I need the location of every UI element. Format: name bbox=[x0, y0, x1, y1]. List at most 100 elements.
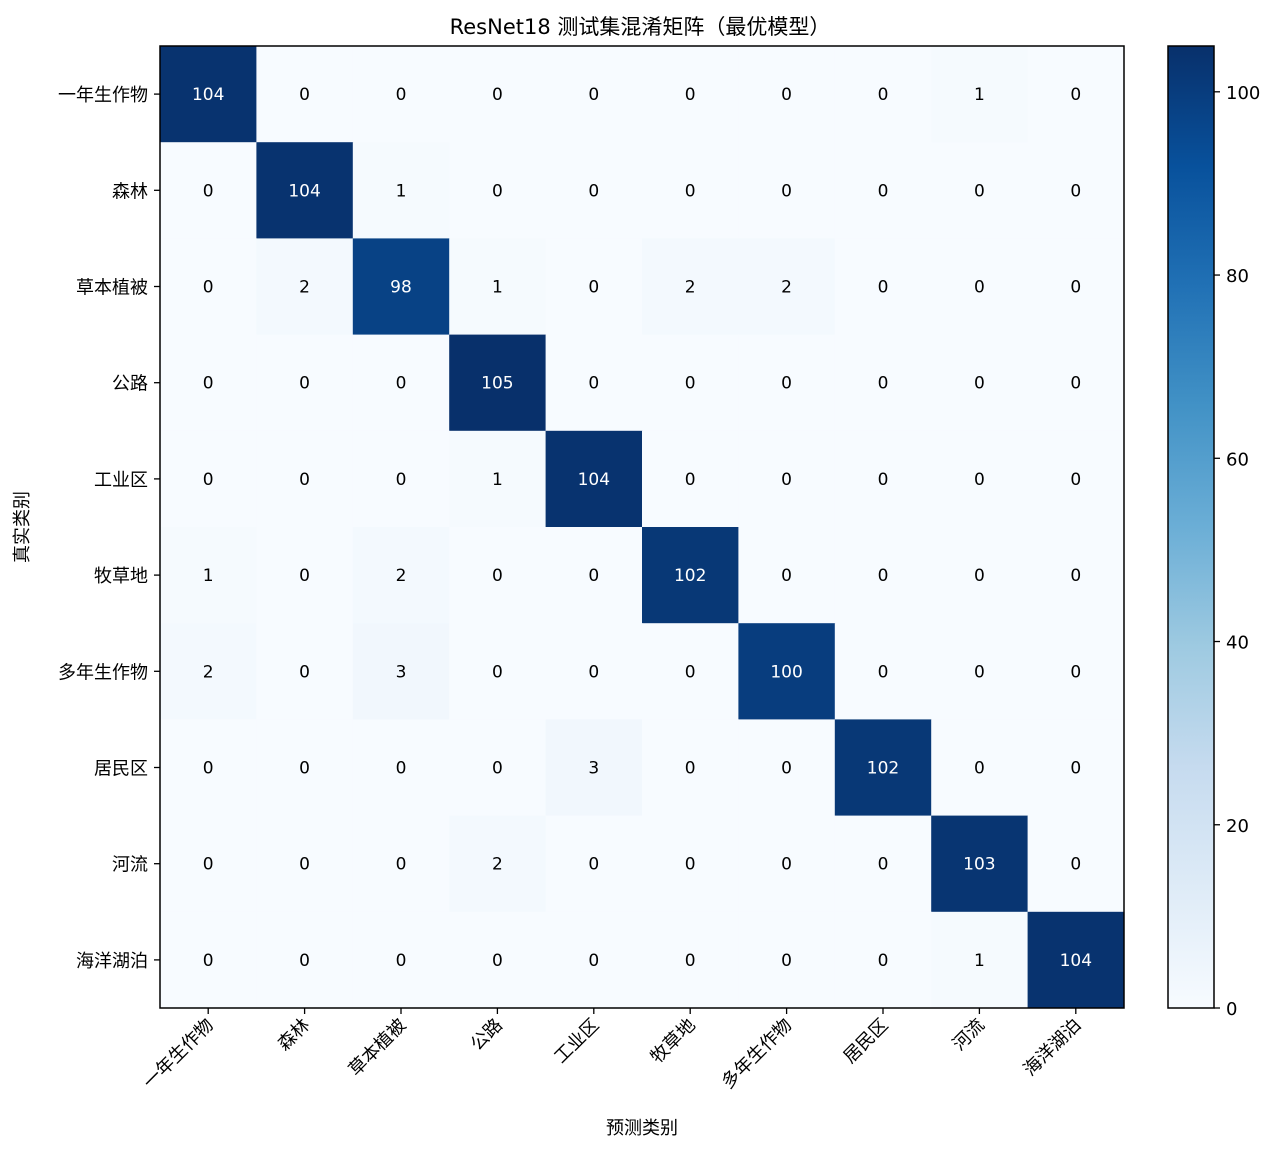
heatmap-cell bbox=[160, 238, 257, 336]
cell-value-label: 0 bbox=[588, 566, 599, 586]
cell-value-label: 0 bbox=[685, 181, 696, 201]
cell-value-label: 0 bbox=[878, 662, 889, 682]
heatmap-cell bbox=[256, 238, 354, 336]
heatmap-cell bbox=[160, 815, 257, 913]
heatmap-cell bbox=[256, 527, 354, 624]
x-tick-label: 多年生作物 bbox=[718, 1015, 796, 1093]
heatmap-cell bbox=[160, 911, 257, 1009]
heatmap-cell bbox=[834, 334, 932, 432]
heatmap-cell bbox=[834, 142, 932, 239]
cell-value-label: 0 bbox=[1070, 662, 1081, 682]
cell-value-label: 0 bbox=[396, 855, 407, 875]
heatmap-cell bbox=[738, 719, 836, 817]
heatmap-cell bbox=[545, 719, 643, 817]
cell-value-label: 0 bbox=[685, 374, 696, 394]
heatmap-cell bbox=[738, 334, 836, 432]
heatmap-cell bbox=[834, 430, 932, 528]
heatmap-cell bbox=[738, 46, 836, 143]
cell-value-label: 2 bbox=[203, 662, 214, 682]
chart-title: ResNet18 测试集混淆矩阵（最优模型） bbox=[450, 15, 831, 39]
heatmap-cell bbox=[931, 815, 1029, 913]
heatmap-cell bbox=[738, 238, 836, 336]
cell-value-label: 0 bbox=[781, 181, 792, 201]
colorbar-ticks: 0 20 40 60 80 100 bbox=[1214, 83, 1260, 1020]
x-axis-label: 预测类别 bbox=[606, 1118, 678, 1139]
cell-value-label: 0 bbox=[203, 374, 214, 394]
cell-value-label: 0 bbox=[492, 662, 503, 682]
cell-value-label: 0 bbox=[203, 855, 214, 875]
heatmap-cell bbox=[256, 334, 354, 432]
heatmap-cell bbox=[931, 623, 1029, 720]
heatmap-cell bbox=[352, 719, 450, 817]
heatmap-cell bbox=[642, 142, 739, 239]
cell-value-label: 0 bbox=[1070, 181, 1081, 201]
cell-value-label: 0 bbox=[203, 181, 214, 201]
colorbar-gradient bbox=[1168, 46, 1214, 1008]
heatmap-cell bbox=[256, 46, 354, 143]
y-tick-label: 公路 bbox=[112, 374, 148, 395]
cell-value-label: 0 bbox=[878, 566, 889, 586]
heatmap-cell bbox=[256, 142, 354, 239]
plot-frame bbox=[159, 45, 1125, 1009]
cell-value-label: 0 bbox=[878, 278, 889, 298]
cell-value-label: 0 bbox=[1070, 374, 1081, 394]
cell-value-label: 0 bbox=[588, 662, 599, 682]
heatmap-cell bbox=[834, 815, 932, 913]
cell-value-label: 0 bbox=[974, 566, 985, 586]
y-tick-label: 牧草地 bbox=[94, 566, 148, 587]
heatmap-cell bbox=[1027, 142, 1125, 239]
cell-value-label: 0 bbox=[878, 951, 889, 971]
heatmap-cell bbox=[160, 527, 257, 624]
cell-value-label: 0 bbox=[299, 470, 310, 490]
cell-value-label: 0 bbox=[781, 566, 792, 586]
cell-value-label: 0 bbox=[492, 181, 503, 201]
colorbar-tick-label: 100 bbox=[1226, 83, 1260, 104]
y-tick-label: 多年生作物 bbox=[58, 662, 148, 683]
heatmap-cell bbox=[449, 527, 547, 624]
heatmap-cell bbox=[256, 719, 354, 817]
cell-value-label: 0 bbox=[203, 278, 214, 298]
heatmap-cell bbox=[545, 142, 643, 239]
cell-value-label: 98 bbox=[390, 278, 412, 298]
x-tick-label: 一年生作物 bbox=[139, 1015, 217, 1093]
cell-value-label: 0 bbox=[685, 951, 696, 971]
cell-value-label: 103 bbox=[963, 855, 995, 875]
colorbar-tick-label: 0 bbox=[1226, 999, 1237, 1020]
colorbar-tick-label: 20 bbox=[1226, 816, 1249, 837]
heatmap-cell bbox=[256, 911, 354, 1009]
heatmap-cells bbox=[160, 46, 1125, 1009]
cell-value-label: 0 bbox=[299, 85, 310, 105]
cell-value-label: 0 bbox=[685, 470, 696, 490]
heatmap-cell bbox=[256, 623, 354, 720]
heatmap-cell bbox=[931, 911, 1029, 1009]
y-tick-label: 一年生作物 bbox=[58, 85, 148, 106]
heatmap-cell bbox=[352, 46, 450, 143]
x-tick-label: 海洋湖泊 bbox=[1020, 1015, 1086, 1081]
colorbar-tick-label: 60 bbox=[1226, 449, 1249, 470]
cell-value-label: 0 bbox=[588, 374, 599, 394]
heatmap-cell bbox=[449, 815, 547, 913]
cell-value-label: 1 bbox=[492, 278, 503, 298]
cell-value-label: 100 bbox=[770, 662, 802, 682]
cell-value-label: 0 bbox=[974, 181, 985, 201]
heatmap-cell bbox=[160, 430, 257, 528]
heatmap-cell bbox=[931, 719, 1029, 817]
heatmap-cell bbox=[352, 815, 450, 913]
cell-value-label: 3 bbox=[588, 759, 599, 779]
cell-value-label: 0 bbox=[1070, 85, 1081, 105]
y-tick-label: 工业区 bbox=[94, 470, 148, 491]
cell-value-label: 104 bbox=[578, 470, 610, 490]
heatmap-cell bbox=[352, 623, 450, 720]
heatmap-cell bbox=[1027, 238, 1125, 336]
heatmap-cell bbox=[545, 430, 643, 528]
heatmap-cell bbox=[352, 911, 450, 1009]
cell-value-label: 0 bbox=[1070, 855, 1081, 875]
cell-value-label: 104 bbox=[1060, 951, 1092, 971]
y-tick-label: 海洋湖泊 bbox=[76, 951, 148, 972]
heatmap-cell bbox=[352, 527, 450, 624]
heatmap-cell bbox=[256, 430, 354, 528]
heatmap-cell bbox=[738, 142, 836, 239]
y-axis-label: 真实类别 bbox=[12, 491, 33, 563]
heatmap-cell bbox=[931, 527, 1029, 624]
heatmap-cell bbox=[160, 142, 257, 239]
